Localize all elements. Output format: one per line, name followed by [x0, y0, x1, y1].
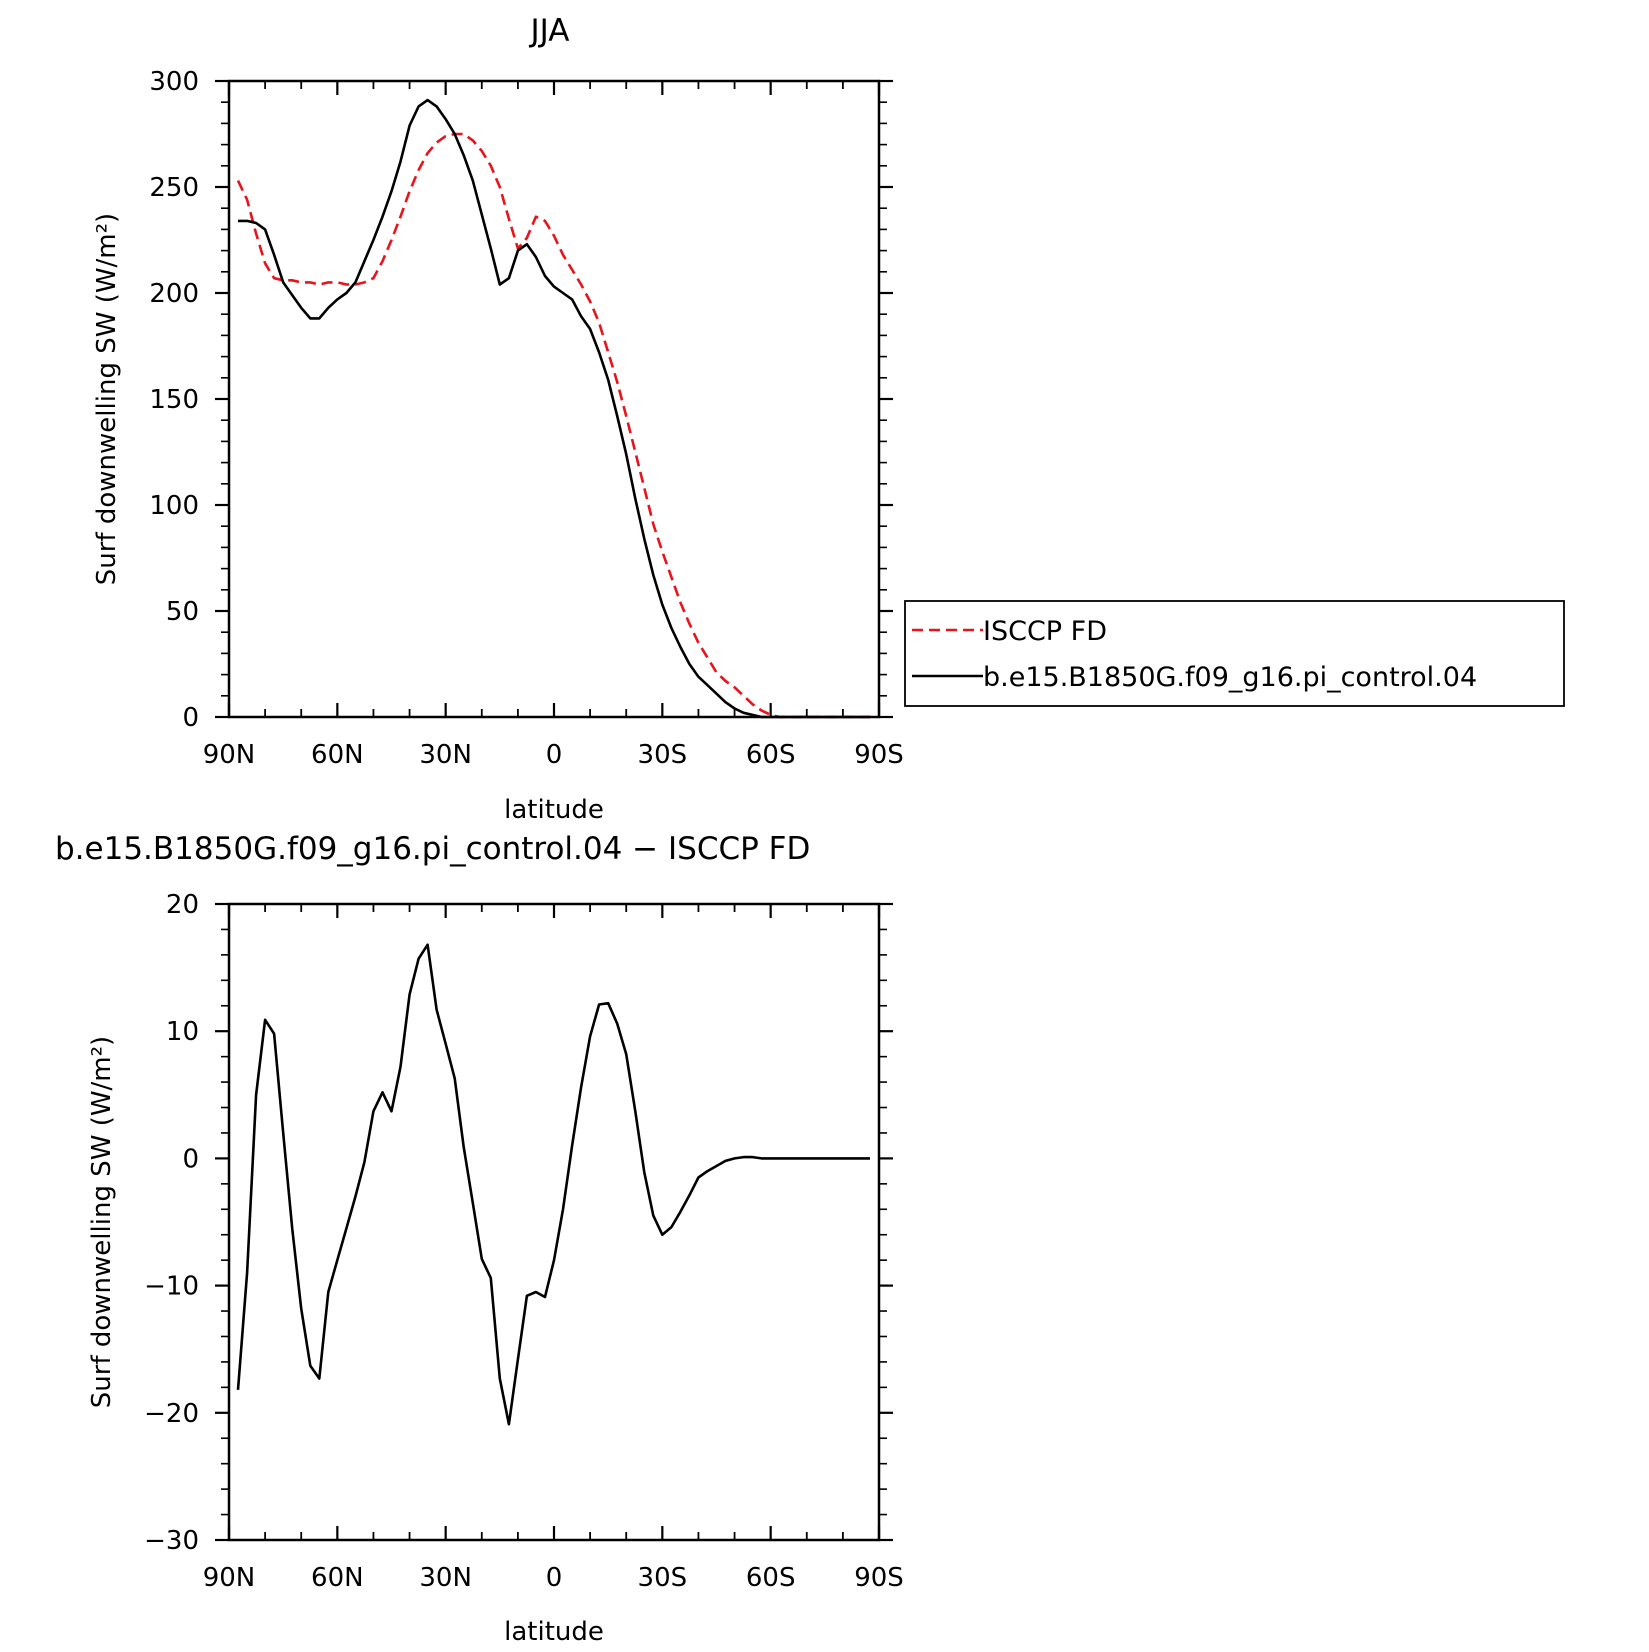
top-x-tick-label: 30N	[419, 740, 472, 770]
top-y-tick-label: 150	[149, 385, 199, 415]
bottom-y-tick-label: −10	[144, 1272, 199, 1302]
top-chart-title: JJA	[529, 13, 570, 49]
bottom-y-tick-label: −20	[144, 1399, 199, 1429]
top-x-tick-label: 90N	[203, 740, 256, 770]
top-series-line-isccp-fd	[236, 132, 870, 719]
bottom-x-tick-label: 30S	[638, 1563, 688, 1593]
bottom-y-tick-label: 10	[166, 1017, 199, 1047]
top-y-tick-label: 0	[182, 703, 199, 733]
bottom-chart-title: b.e15.B1850G.f09_g16.pi_control.04 − ISC…	[55, 831, 810, 867]
top-series-group	[236, 98, 870, 719]
top-x-tick-label: 0	[546, 740, 563, 770]
legend-label-model: b.e15.B1850G.f09_g16.pi_control.04	[983, 662, 1477, 693]
legend: ISCCP FD b.e15.B1850G.f09_g16.pi_control…	[904, 600, 1565, 707]
top-series-line-b-e15-b1850g-f09-g16-pi-control-04	[238, 98, 870, 719]
bottom-y-tick-label: 20	[166, 890, 199, 920]
top-y-tick-label: 50	[166, 597, 199, 627]
bottom-plot-frame	[227, 902, 881, 1542]
bottom-y-axis-title: Surf downwelling SW (W/m²)	[87, 1036, 117, 1408]
top-x-axis-title: latitude	[504, 795, 604, 825]
legend-box	[904, 600, 1565, 707]
top-x-tick-label: 60S	[746, 740, 796, 770]
top-y-tick-label: 100	[149, 491, 199, 521]
top-y-tick-label: 300	[149, 67, 199, 97]
top-x-tick-label: 30S	[638, 740, 688, 770]
bottom-series-group	[236, 943, 870, 1426]
top-panel: JJA 90N 60N 30N 0 30S 60S 90S 0 50 100 150 200 250 30…	[92, 13, 1565, 825]
top-plot-frame	[227, 79, 881, 719]
top-x-tick-label: 60N	[311, 740, 364, 770]
top-y-tick-label: 200	[149, 279, 199, 309]
top-x-tick-label: 90S	[854, 740, 904, 770]
bottom-panel: b.e15.B1850G.f09_g16.pi_control.04 − ISC…	[55, 831, 904, 1647]
bottom-x-axis-title: latitude	[504, 1617, 604, 1647]
bottom-axes: 90N 60N 30N 0 30S 60S 90S 20 10 0 −10 −20 −30	[144, 890, 904, 1593]
bottom-y-tick-label: 0	[182, 1144, 199, 1174]
bottom-series-line-difference	[236, 943, 870, 1426]
bottom-x-tick-label: 90S	[854, 1563, 904, 1593]
bottom-x-tick-label: 30N	[419, 1563, 472, 1593]
bottom-x-tick-label: 60N	[311, 1563, 364, 1593]
bottom-y-tick-label: −30	[144, 1526, 199, 1556]
legend-label-isccp: ISCCP FD	[983, 616, 1107, 647]
bottom-x-tick-label: 60S	[746, 1563, 796, 1593]
bottom-x-tick-label: 0	[546, 1563, 563, 1593]
top-y-axis-title: Surf downwelling SW (W/m²)	[92, 213, 122, 585]
bottom-x-tick-label: 90N	[203, 1563, 256, 1593]
top-y-tick-label: 250	[149, 173, 199, 203]
top-axes: 90N 60N 30N 0 30S 60S 90S 0 50 100 150 200 250 300	[149, 67, 903, 770]
